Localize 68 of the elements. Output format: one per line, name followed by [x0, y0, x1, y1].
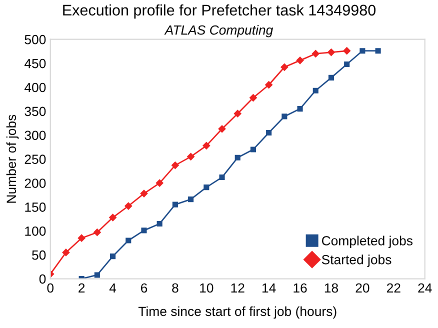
point [234, 154, 240, 160]
point [156, 179, 164, 187]
point [187, 153, 194, 160]
point [110, 254, 116, 260]
x-tick-label: 20 [356, 283, 370, 293]
point [360, 48, 366, 54]
x-tick-label: 22 [386, 283, 400, 293]
x-tick-label: 18 [324, 283, 338, 293]
x-tick-label: 10 [200, 283, 214, 293]
x-tick-label: 2 [78, 283, 85, 293]
point [218, 125, 226, 133]
point [94, 272, 100, 278]
point [202, 142, 210, 150]
point [109, 214, 116, 222]
point [250, 94, 257, 102]
point [296, 56, 304, 64]
point [234, 110, 242, 118]
y-tick-label: 0 [39, 274, 46, 284]
point [126, 238, 132, 244]
y-tick-label: 350 [24, 106, 46, 116]
point [94, 228, 101, 236]
x-tick-label: 6 [140, 283, 148, 293]
legend-label: Completed jobs [322, 236, 413, 248]
legend-label: Started jobs [322, 254, 392, 267]
point [266, 130, 272, 136]
y-tick-label: 300 [24, 130, 46, 140]
point [312, 50, 320, 58]
y-tick-label: 500 [24, 34, 46, 44]
y-tick-label: 400 [24, 82, 46, 92]
chart-subtitle: ATLAS Computing [164, 25, 274, 38]
point [328, 48, 335, 56]
y-axis-title: Number of jobs [6, 114, 19, 203]
y-tick-label: 150 [25, 202, 46, 212]
point [375, 48, 381, 54]
x-tick-label: 8 [172, 283, 178, 293]
x-tick-label: 24 [418, 283, 432, 293]
x-tick-label: 12 [231, 283, 244, 293]
point [219, 174, 225, 180]
x-tick-label: 16 [294, 283, 307, 293]
point [312, 88, 318, 94]
point [204, 184, 210, 190]
point [141, 228, 147, 234]
point [344, 61, 350, 68]
point [78, 234, 86, 242]
point [328, 74, 334, 80]
point [297, 106, 303, 112]
point [172, 202, 178, 208]
y-tick-label: 50 [32, 250, 46, 260]
x-axis-title: Time since start of first job (hours) [138, 306, 336, 319]
point [172, 162, 179, 169]
x-tick-label: 14 [262, 283, 276, 293]
point [156, 220, 162, 227]
point [62, 248, 70, 256]
x-tick-label: 0 [47, 283, 54, 293]
point [188, 196, 194, 202]
point [343, 47, 350, 54]
point [124, 202, 132, 210]
y-tick-label: 450 [24, 58, 46, 68]
chart-title: Execution profile for Prefetcher task 14349980 [63, 4, 376, 19]
y-tick-label: 200 [24, 178, 46, 188]
y-tick-label: 250 [24, 154, 46, 164]
point [140, 190, 148, 198]
x-tick-label: 4 [109, 283, 116, 293]
point [265, 81, 272, 88]
point [280, 63, 288, 71]
y-tick-label: 100 [25, 226, 46, 236]
point [250, 146, 256, 152]
point [282, 114, 288, 120]
